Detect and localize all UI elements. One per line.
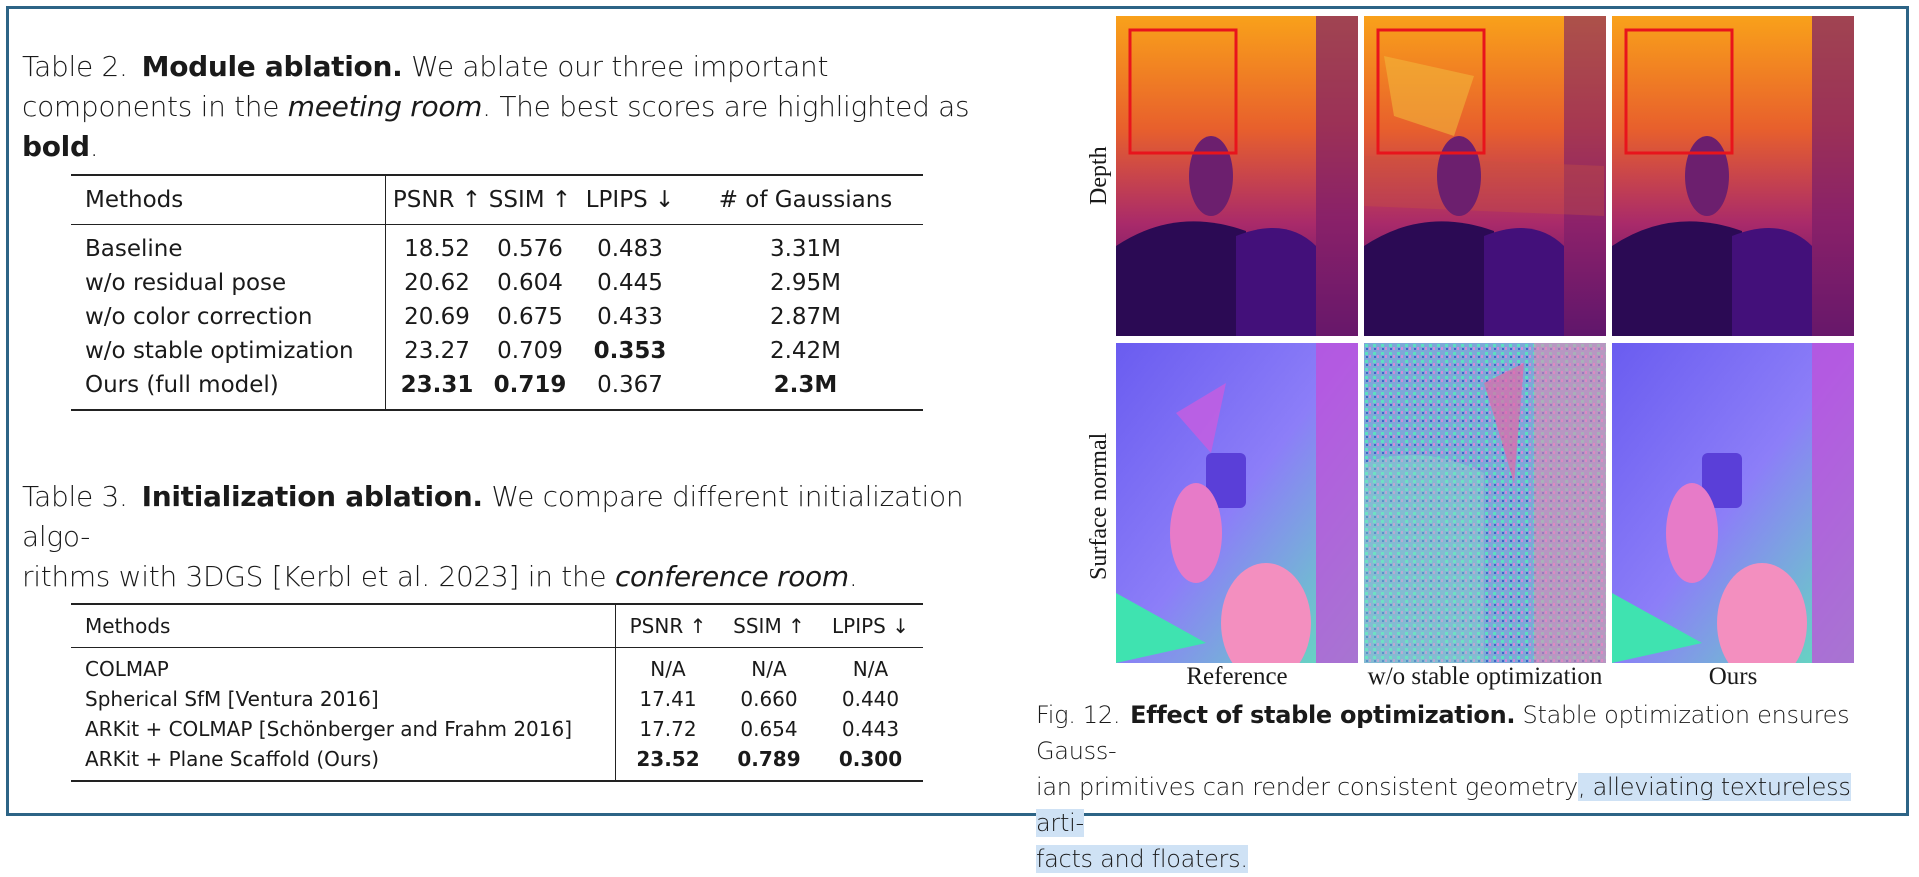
table-row: COLMAP N/A N/A N/A [71,647,923,684]
table2-title: Module ablation. [141,50,403,83]
cell: 2.95M [769,270,842,296]
col-label-ours: Ours [1708,663,1758,690]
cell: Spherical SfM [Ventura 2016] [71,684,616,714]
table3-initialization-ablation: Methods PSNR ↑ SSIM ↑ LPIPS ↓ COLMAP N/A… [71,603,923,782]
cell-best: 23.52 [636,747,700,771]
table3-caption-end: . [848,560,858,593]
cell: Baseline [71,224,386,266]
cell: N/A [751,657,787,681]
table3-title: Initialization ablation. [141,480,483,513]
col-header: PSNR ↑ [385,175,488,225]
col-label-wo-stable: w/o stable optimization [1367,663,1603,690]
table-row: ARKit + Plane Scaffold (Ours) 23.52 0.78… [71,744,923,781]
cell: 0.660 [740,687,798,711]
cell-best: 0.353 [593,338,667,364]
cell: N/A [650,657,686,681]
table3-caption-em: conference room [614,560,849,593]
col-header: SSIM ↑ [488,175,572,225]
cell: Ours (full model) [71,368,386,410]
table2-caption-em: meeting room [287,90,483,123]
cell: N/A [852,657,889,681]
cell-best: 0.300 [838,747,903,771]
col-header: Methods [71,604,616,648]
cell: 0.440 [841,687,900,711]
cell: w/o color correction [71,300,386,334]
cell: 0.675 [497,304,563,330]
table2-caption-text: We ablate our three important components… [22,50,829,123]
table3-label: Table 3. [22,480,128,513]
table-row: w/o stable optimization 23.27 0.709 0.35… [71,334,923,368]
table-row: Baseline 18.52 0.576 0.483 3.31M [71,224,923,266]
table2-caption-text2: . The best scores are highlighted as [482,90,970,123]
cell: 2.42M [769,338,842,364]
col-header: # of Gaussians [688,175,923,225]
col-header: SSIM ↑ [720,604,818,648]
cell: 17.72 [639,717,697,741]
cell: 0.483 [597,236,663,262]
figure-label: Fig. 12. [1036,701,1121,729]
depth-wo-stable-image [1364,16,1606,336]
cell: 0.576 [497,236,563,262]
cell: 0.445 [597,270,663,296]
cell-best: 0.719 [493,372,567,398]
cell: 0.709 [497,338,563,364]
slide-frame [6,6,1909,816]
table3-caption-text: We compare different initialization algo… [22,480,964,553]
table-row: Ours (full model) 23.31 0.719 0.367 2.3M [71,368,923,410]
normal-reference-image [1116,343,1358,663]
cell: 17.41 [639,687,697,711]
cell-best: 0.789 [737,747,801,771]
cell: 20.69 [404,304,470,330]
normal-ours-image [1612,343,1854,663]
normal-wo-stable-image [1364,343,1606,663]
cell: 3.31M [769,236,842,262]
row-label-depth: Depth [1086,146,1112,205]
figure12-caption: Fig. 12. Effect of stable optimization. S… [1036,697,1904,877]
figure-caption-text: Stable optimization ensures Gauss- [1036,701,1850,765]
highlighted-text: facts and floaters. [1036,845,1248,873]
table2-caption-bold: bold [22,130,90,163]
cell-best: 23.31 [400,372,474,398]
cell: 0.367 [597,372,663,398]
cell: 20.62 [404,270,470,296]
depth-reference-image [1116,16,1358,336]
table3-caption: Table 3. Initialization ablation. We comp… [22,477,982,597]
depth-ours-image [1612,16,1854,336]
cell: w/o stable optimization [71,334,386,368]
table-row: w/o residual pose 20.62 0.604 0.445 2.95… [71,266,923,300]
cell: 2.87M [769,304,842,330]
cell: COLMAP [71,647,616,684]
roi-box [1376,28,1486,155]
cell: 0.443 [841,717,900,741]
cell: ARKit + Plane Scaffold (Ours) [71,744,616,781]
table3-caption-text2: rithms with 3DGS [Kerbl et al. 2023] in … [22,560,607,593]
col-header: Methods [71,175,386,225]
col-header: LPIPS ↓ [818,604,923,648]
table2-module-ablation: Methods PSNR ↑ SSIM ↑ LPIPS ↓ # of Gauss… [71,174,923,411]
table2-label: Table 2. [22,50,128,83]
cell: 0.433 [597,304,663,330]
figure-title: Effect of stable optimization. [1130,701,1516,729]
table3-header-row: Methods PSNR ↑ SSIM ↑ LPIPS ↓ [71,604,923,648]
cell: ARKit + COLMAP [Schönberger and Frahm 20… [71,714,616,744]
roi-box [1624,28,1734,155]
table2-header-row: Methods PSNR ↑ SSIM ↑ LPIPS ↓ # of Gauss… [71,175,923,225]
cell: w/o residual pose [71,266,386,300]
table-row: w/o color correction 20.69 0.675 0.433 2… [71,300,923,334]
cell: 18.52 [404,236,470,262]
table2-caption: Table 2. Module ablation. We ablate our t… [22,47,982,167]
col-header: PSNR ↑ [615,604,720,648]
col-label-reference: Reference [1186,663,1288,690]
figure-caption-text2: ian primitives can render consistent geo… [1036,773,1578,801]
table-row: ARKit + COLMAP [Schönberger and Frahm 20… [71,714,923,744]
roi-box [1128,28,1238,155]
cell: 0.604 [497,270,563,296]
cell: 23.27 [404,338,470,364]
table-row: Spherical SfM [Ventura 2016] 17.41 0.660… [71,684,923,714]
cell-best: 2.3M [773,372,838,398]
col-header: LPIPS ↓ [572,175,688,225]
table2-caption-end: . [89,130,99,163]
row-label-surface-normal: Surface normal [1086,432,1112,580]
cell: 0.654 [740,717,798,741]
